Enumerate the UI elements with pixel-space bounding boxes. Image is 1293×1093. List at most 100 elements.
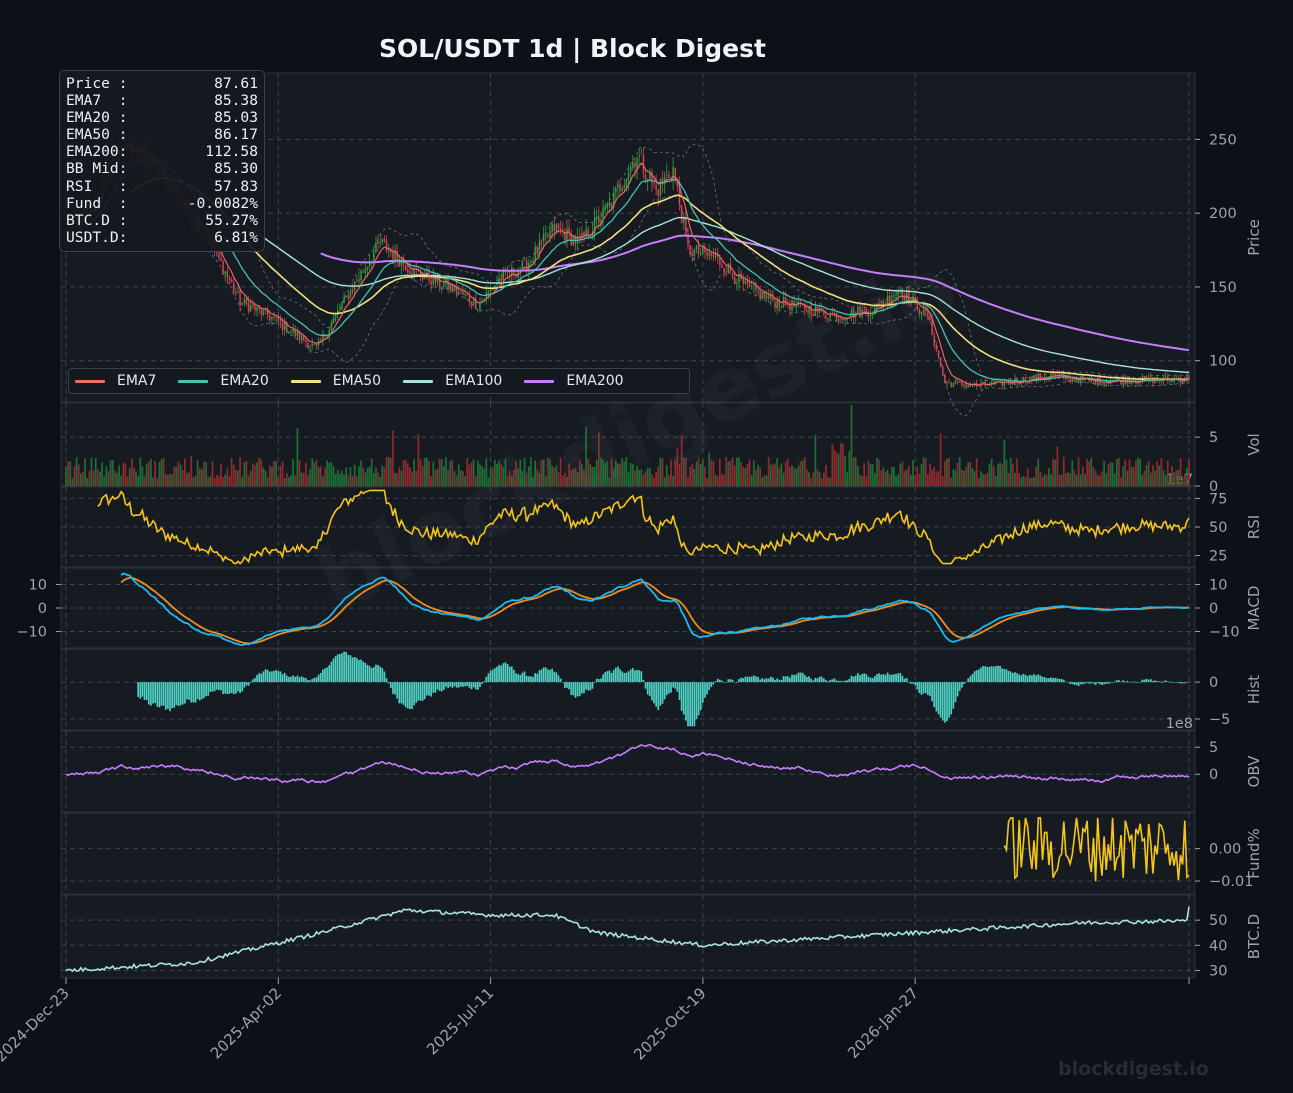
volume-bar [774,463,776,486]
volume-bar [311,457,314,486]
volume-bar [502,467,505,486]
volume-bar [455,475,458,486]
candle-body [844,318,846,321]
hist-bar [799,672,802,683]
candle-body [691,253,693,256]
hist-bar [201,682,203,700]
volume-bar [440,458,443,486]
volume-bar [918,473,921,486]
hist-bar [944,682,946,723]
volume-bar [544,476,547,486]
candle-body [1037,373,1040,381]
volume-bar [655,472,658,486]
candle-body [1020,383,1023,384]
volume-bar [704,466,706,486]
hist-bar [636,669,638,683]
hist-bar [332,658,335,683]
hist-bar [383,671,386,683]
y-tick-label: 10 [1209,577,1227,593]
volume-bar [714,474,717,486]
volume-bar [791,465,793,486]
hist-bar [1173,682,1175,683]
candle-body [965,384,967,388]
hist-bar [871,678,874,683]
volume-bar [1179,458,1182,486]
volume-bar [763,475,766,486]
candle-body [224,271,226,274]
volume-bar [504,459,507,486]
volume-bar [1101,471,1103,486]
volume-bar [689,466,691,486]
candle-body [421,276,424,280]
candle-body [935,344,938,351]
volume-bar [1135,460,1137,486]
legend-swatch [524,379,555,383]
candle-body [888,295,891,304]
panel-obv [60,730,1196,813]
hist-bar [844,680,846,683]
volume-bar [572,468,575,486]
volume-bar [135,471,137,486]
volume-bar [627,471,630,486]
candle-body [491,289,494,290]
hist-bar [835,680,838,683]
hist-bar [1120,681,1122,683]
candle-body [258,305,260,309]
legend-item-ema7: EMA7 [75,373,156,389]
btcd-line [65,906,1190,973]
volume-bar [111,460,114,486]
candle-body [472,298,475,305]
candle-body [396,250,398,260]
volume-bar [695,461,698,486]
candle-body [704,247,706,252]
volume-bar [608,477,611,486]
candle-body [897,292,899,295]
hist-bar [139,682,142,699]
candle-body [920,313,923,315]
candle-body [581,232,583,239]
hist-bar [428,682,430,696]
candle-body [1075,379,1078,381]
hist-bar [685,682,687,721]
candle-body [721,264,723,268]
candle-body [712,254,715,257]
hist-bar [555,672,558,683]
hist-bar [918,682,921,694]
volume-bar [1118,457,1120,486]
volume-bar [398,467,401,486]
candle-body [653,182,655,185]
volume-bar [564,473,566,486]
volume-bar [687,477,689,486]
hist-bar [576,682,579,697]
volume-bar [220,463,222,486]
volume-bar [137,475,140,486]
volume-bar [449,461,452,486]
volume-bar [372,473,375,486]
volume-bar [207,477,210,486]
volume-bar [674,459,677,486]
legend-swatch [403,379,434,383]
candle-body [464,293,466,296]
volume-bar [167,475,169,486]
volume-bar [661,458,664,486]
hist-bar [224,682,227,694]
hist-bar [627,671,630,683]
hist-bar [1062,679,1065,683]
candle-body [307,342,309,348]
volume-bar [1079,474,1082,486]
candle-body [1126,379,1129,385]
hist-bar [400,682,403,704]
candle-body [1050,373,1052,378]
hist-bar [553,671,556,683]
hist-bar [820,676,823,683]
candle-body [765,295,768,299]
candle-body [1171,379,1173,382]
hist-bar [476,682,479,690]
volume-bar [551,465,553,486]
hist-bar [848,679,851,683]
volume-bar [1043,474,1046,486]
hist-bar [1124,681,1127,683]
volume-bar [1071,460,1074,486]
volume-bar [130,458,133,486]
hist-bar [1147,679,1150,683]
